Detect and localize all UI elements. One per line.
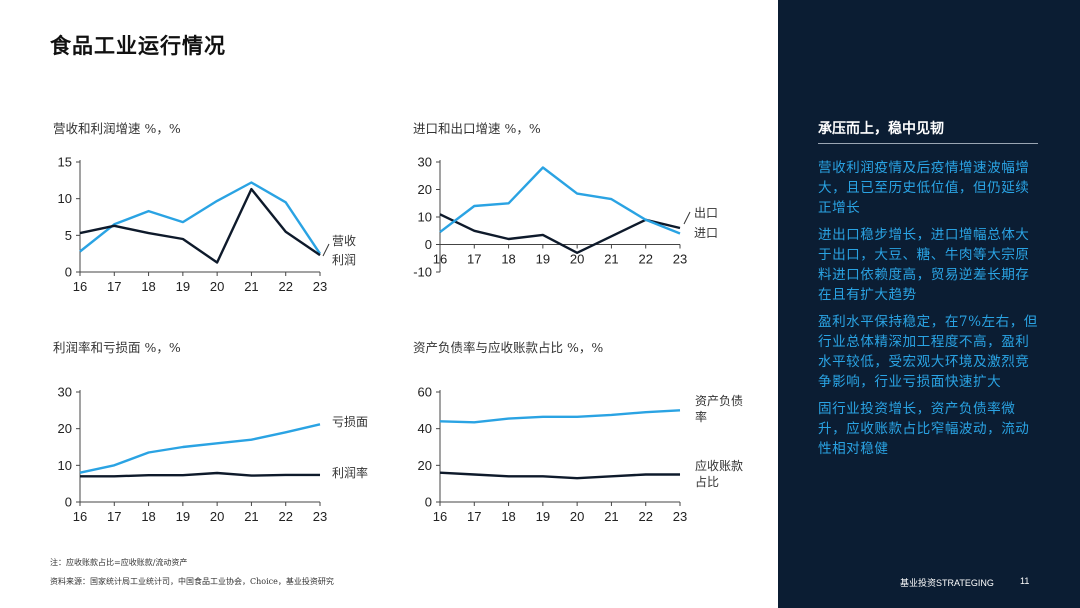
margin-loss-chart: 0 10 20 30 16 17 18 19 20 21 22 23 (58, 385, 328, 525)
legend-layer: 营收 利润 出口 进口 亏损面 利润率 资产负债 率 应收账款 占比 (322, 206, 743, 489)
y-tick-label: 0 (425, 237, 432, 252)
x-tick-label: 16 (73, 279, 87, 294)
x-tick-label: 23 (673, 509, 687, 524)
legend-c3-profit-margin: 利润率 (332, 465, 368, 480)
x-tick-label: 17 (107, 509, 121, 524)
x-tick-label: 19 (176, 509, 190, 524)
legend-c1-profit: 利润 (332, 253, 356, 267)
y-tick-label: 0 (65, 265, 72, 280)
x-tick-label: 19 (536, 509, 550, 524)
x-tick-label: 21 (604, 252, 618, 267)
y-tick-label: 20 (418, 458, 432, 473)
legend-c2-export: 出口 (694, 206, 718, 220)
x-tick-label: 20 (210, 509, 224, 524)
main-panel (0, 0, 778, 608)
y-tick-label: 15 (58, 155, 72, 170)
x-tick-label: 20 (570, 252, 584, 267)
series-line-进口 (439, 166, 681, 235)
chart1-title: 营收和利润增速 %，% (53, 121, 181, 136)
y-tick-label: 20 (58, 421, 72, 436)
series-line-利润 (79, 187, 321, 264)
y-tick-label: 30 (58, 385, 72, 400)
y-tick-label: -10 (413, 265, 432, 280)
x-tick-label: 20 (570, 509, 584, 524)
page-title: 食品工业运行情况 (50, 33, 226, 58)
x-tick-label: 17 (467, 509, 481, 524)
insight-paragraph: 进出口稳步增长，进口增幅总体大于出口，大豆、糖、牛肉等大宗原料进口依赖度高，贸易… (818, 227, 1030, 303)
insight-paragraph: 固行业投资增长，资产负债率微升，应收账款占比窄幅波动，流动性相对稳健 (818, 401, 1030, 457)
y-tick-label: 40 (418, 421, 432, 436)
x-tick-label: 16 (73, 509, 87, 524)
y-tick-label: 10 (58, 191, 72, 206)
legend-c2-import: 进口 (694, 226, 718, 240)
legend-leader-c2 (683, 211, 691, 225)
import-export-growth-chart: -10 0 10 20 30 16 17 18 19 20 21 22 23 (413, 155, 687, 280)
source-note: 资料来源：国家统计局工业统计司，中国食品工业协会，Choice，基业投资研究 (50, 577, 334, 586)
insight-heading: 承压而上，稳中见韧 (818, 121, 944, 137)
x-tick-label: 17 (107, 279, 121, 294)
legend-c4-receivables-1: 应收账款 (695, 458, 743, 473)
y-tick-label: 10 (418, 210, 432, 225)
insight-body: 营收利润疫情及后疫情增速波幅增大，且已至历史低位值，但仍延续正增长 进出口稳步增… (818, 158, 1040, 466)
chart4-title: 资产负债率与应收账款占比 %，% (413, 340, 604, 355)
legend-c4-debt-ratio-2: 率 (695, 409, 707, 424)
x-tick-label: 18 (141, 279, 155, 294)
x-tick-label: 19 (176, 279, 190, 294)
x-tick-label: 23 (313, 279, 327, 294)
x-tick-label: 16 (433, 252, 447, 267)
series-line-利润率 (80, 471, 320, 478)
series-line-营收 (79, 181, 321, 255)
x-tick-label: 22 (278, 509, 292, 524)
x-tick-label: 18 (141, 509, 155, 524)
x-tick-label: 18 (501, 509, 515, 524)
x-tick-label: 23 (313, 509, 327, 524)
x-tick-label: 23 (673, 252, 687, 267)
x-tick-label: 19 (536, 252, 550, 267)
series-line-出口 (439, 213, 681, 255)
series-line-应收账款占比 (439, 471, 680, 480)
insight-divider (818, 143, 1038, 144)
x-tick-label: 20 (210, 279, 224, 294)
legend-c3-loss-ratio: 亏损面 (332, 415, 368, 429)
series-line-资产负债率 (439, 409, 681, 424)
y-tick-label: 60 (418, 385, 432, 400)
revenue-profit-growth-chart: 0 5 10 15 16 17 18 19 20 21 22 23 (58, 155, 328, 295)
page-number: 11 (1020, 576, 1030, 586)
series-line-亏损面 (79, 423, 321, 474)
y-tick-label: 0 (425, 495, 432, 510)
footnote: 注：应收账款占比=应收账款/流动资产 (50, 558, 188, 567)
x-tick-label: 21 (604, 509, 618, 524)
legend-c4-receivables-2: 占比 (695, 474, 719, 489)
footer-brand: 基业投资STRATEGING (900, 578, 994, 588)
legend-c4-debt-ratio-1: 资产负债 (695, 394, 743, 408)
x-tick-label: 22 (638, 252, 652, 267)
y-tick-label: 10 (58, 458, 72, 473)
chart2-title: 进口和出口增速 %，% (413, 121, 541, 136)
insight-paragraph: 盈利水平保持稳定，在7%左右，但行业总体精深加工程度不高，盈利水平较低，受宏观大… (818, 314, 1038, 390)
x-tick-label: 21 (244, 509, 258, 524)
legend-c1-revenue: 营收 (332, 234, 356, 248)
x-tick-label: 22 (638, 509, 652, 524)
leverage-receivables-chart: 0 20 40 60 16 17 18 19 20 21 22 23 (418, 385, 688, 525)
y-tick-label: 0 (65, 495, 72, 510)
x-tick-label: 21 (244, 279, 258, 294)
x-tick-label: 17 (467, 252, 481, 267)
insight-paragraph: 营收利润疫情及后疫情增速波幅增大，且已至历史低位值，但仍延续正增长 (818, 160, 1030, 216)
x-tick-label: 22 (278, 279, 292, 294)
y-tick-label: 5 (65, 228, 72, 243)
x-tick-label: 18 (501, 252, 515, 267)
y-tick-label: 20 (418, 182, 432, 197)
legend-leader-c1 (322, 243, 330, 257)
y-tick-label: 30 (418, 155, 432, 170)
chart3-title: 利润率和亏损面 %，% (53, 340, 181, 355)
x-tick-label: 16 (433, 509, 447, 524)
insight-panel (778, 0, 1080, 608)
